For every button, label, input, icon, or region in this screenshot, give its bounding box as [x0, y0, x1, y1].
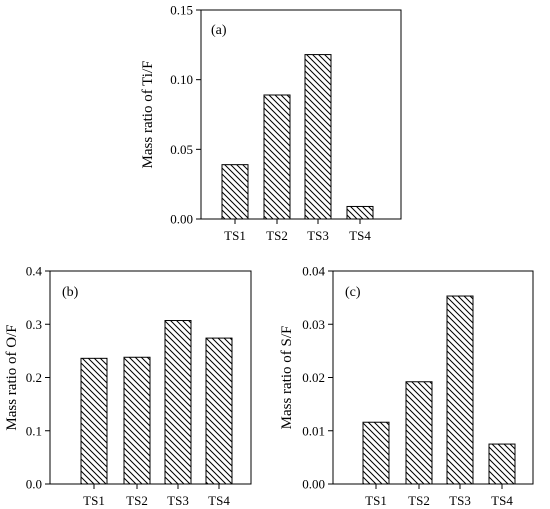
y-tick-label: 0.10: [170, 72, 193, 87]
y-tick-label: 0.1: [26, 423, 42, 438]
x-tick-label: TS4: [349, 228, 371, 243]
y-ticks-b: 0.0 0.1 0.2 0.3 0.4: [26, 264, 50, 492]
plot-frame-a: [200, 9, 402, 220]
x-ticks-a: TS1 TS2 TS3 TS4: [224, 219, 371, 243]
y-tick-label: 0.15: [170, 3, 193, 18]
x-tick-label: TS3: [449, 493, 471, 508]
bar-ts4: [205, 337, 233, 485]
y-ticks-c: 0.00 0.01 0.02 0.03 0.04: [302, 264, 333, 492]
x-tick-label: TS4: [491, 493, 513, 508]
panel-label-a: (a): [211, 23, 227, 38]
y-ticks-a: 0.00 0.05 0.10 0.15: [170, 3, 201, 227]
bar-ts3: [446, 295, 474, 485]
chart-panel-a: (a) Mass ratio of Ti/F 0.000.050.100.15 …: [140, 3, 402, 243]
bar-ts4: [346, 205, 374, 220]
bars-b: [80, 320, 233, 485]
chart-panel-c: (c) Mass ratio of S/F 0.000.010.020.030.…: [279, 264, 534, 508]
y-tick-label: 0.03: [302, 317, 325, 332]
x-ticks-b: TS1 TS2 TS3 TS4: [83, 484, 230, 508]
panel-label-b: (b): [62, 285, 79, 300]
bar-ts2: [123, 356, 151, 485]
bar-ts3: [164, 320, 192, 485]
bar-ts1: [221, 164, 249, 220]
y-tick-label: 0.2: [26, 370, 42, 385]
bar-ts1: [362, 421, 390, 485]
y-tick-label: 0.4: [26, 264, 43, 279]
bar-ts2: [405, 381, 433, 485]
x-tick-label: TS1: [224, 228, 246, 243]
x-tick-label: TS1: [365, 493, 387, 508]
y-tick-label: 0.0: [26, 477, 42, 492]
panel-label-c: (c): [345, 285, 361, 300]
bars-a: [221, 54, 374, 220]
bars-c: [362, 295, 516, 485]
chart-panel-b: (b) Mass ratio of O/F 0.0 0.1 0.2 0.3 0.4 TS…: [4, 264, 252, 508]
y-tick-label: 0.00: [302, 477, 325, 492]
x-ticks-c: TS1 TS2 TS3 TS4: [365, 484, 513, 508]
bar-ts2: [263, 94, 291, 220]
x-tick-label: TS3: [307, 228, 329, 243]
y-axis-label-a: Mass ratio of Ti/F: [140, 61, 156, 169]
bar-ts4: [488, 443, 516, 485]
y-tick-label: 0.3: [26, 317, 42, 332]
x-tick-label: TS3: [167, 493, 189, 508]
bar-ts1: [80, 357, 108, 485]
y-tick-label: 0.04: [302, 264, 325, 279]
y-axis-label-b: Mass ratio of O/F: [4, 324, 20, 430]
y-axis-label-c: Mass ratio of S/F: [279, 326, 295, 430]
x-tick-label: TS2: [126, 493, 148, 508]
x-tick-label: TS4: [208, 493, 230, 508]
y-tick-label: 0.05: [170, 142, 193, 157]
bar-ts3: [304, 54, 332, 220]
x-tick-label: TS2: [266, 228, 288, 243]
y-tick-label: 0.00: [170, 212, 193, 227]
y-tick-label: 0.02: [302, 370, 325, 385]
y-tick-label: 0.01: [302, 423, 325, 438]
x-tick-label: TS1: [83, 493, 105, 508]
x-tick-label: TS2: [408, 493, 430, 508]
